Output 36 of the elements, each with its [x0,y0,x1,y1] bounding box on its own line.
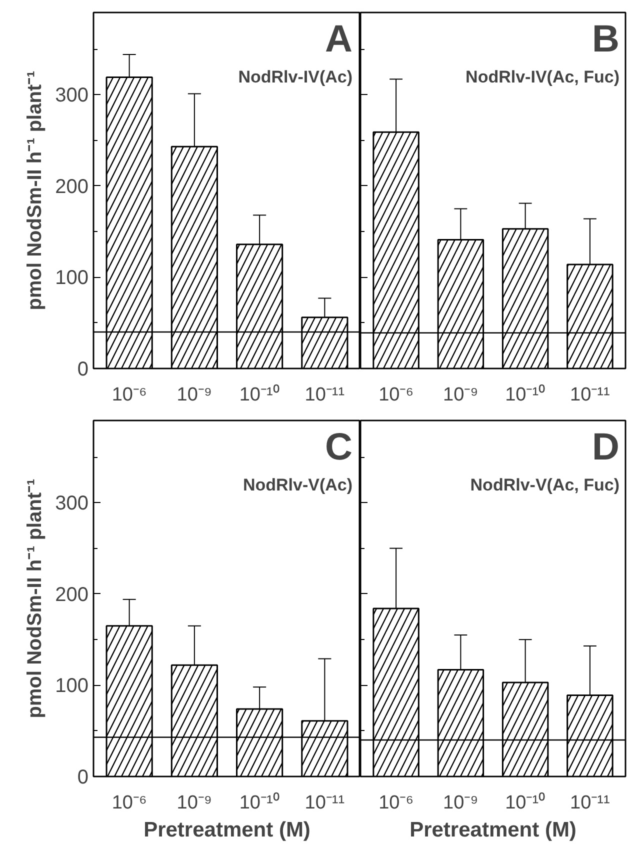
y-tick-label: 0 [77,766,88,788]
y-axis-title: pmol NodSm-II h⁻¹ plant⁻¹ [24,70,46,310]
x-tick-label: 10⁻⁶ [378,792,414,814]
x-tick-label: 10⁻¹⁰ [239,384,280,406]
chart-title: A [325,18,353,60]
y-tick-label: 200 [55,176,89,198]
y-tick-label: 100 [55,675,89,698]
chart-title: C [325,426,353,468]
x-tick-label: 10⁻¹⁰ [505,384,546,406]
text: NodRlv-IV(Ac, Fuc) [466,68,620,86]
x-tick-label: 10⁻¹¹ [304,384,345,406]
x-tick-label: 10⁻⁶ [112,792,147,814]
y-tick-label: 300 [55,492,89,515]
x-tick-label: 10⁻¹¹ [304,792,345,814]
x-tick-label: 10⁻¹¹ [570,384,610,406]
x-axis-title: Pretreatment (M) [144,818,310,842]
chart-title: B [592,18,620,60]
x-tick-label: 10⁻¹⁰ [505,792,546,814]
y-tick-label: 300 [55,84,89,107]
text: NodRlv-IV(Ac) [238,68,353,86]
x-tick-label: 10⁻⁶ [378,384,414,406]
x-axis-title: Pretreatment (M) [410,818,576,842]
x-tick-label: 10⁻⁹ [443,792,478,814]
x-tick-label: 10⁻⁶ [112,384,147,406]
x-tick-label: 10⁻⁹ [176,792,212,814]
x-tick-label: 10⁻⁹ [176,384,212,406]
text: NodRlv-V(Ac) [242,476,353,494]
y-axis-title: pmol NodSm-II h⁻¹ plant⁻¹ [24,478,46,718]
x-tick-label: 10⁻¹¹ [570,792,610,814]
chart-title: D [592,426,620,468]
y-tick-label: 0 [77,358,88,380]
y-tick-label: 100 [55,267,89,290]
text: NodRlv-V(Ac, Fuc) [470,476,620,494]
x-tick-label: 10⁻¹⁰ [239,792,280,814]
y-tick-label: 200 [55,584,89,606]
x-tick-label: 10⁻⁹ [443,384,478,406]
